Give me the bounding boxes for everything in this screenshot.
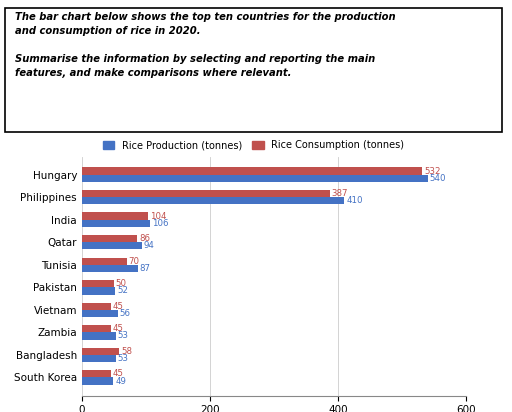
Bar [82,287,115,295]
Bar [82,370,111,377]
Text: 540: 540 [430,174,446,183]
Bar [82,280,114,287]
Text: 70: 70 [129,257,140,266]
Text: 53: 53 [118,354,129,363]
Text: 94: 94 [144,241,155,250]
Text: 50: 50 [116,279,127,288]
Legend: Rice Production (tonnes), Rice Consumption (tonnes): Rice Production (tonnes), Rice Consumpti… [99,136,408,154]
Text: 45: 45 [113,302,123,311]
Bar [82,190,330,197]
Bar [82,197,344,204]
Text: 104: 104 [151,212,167,220]
Text: 532: 532 [424,166,441,176]
Text: 49: 49 [115,377,126,386]
Bar [82,175,428,182]
Text: 52: 52 [117,286,128,295]
Text: 387: 387 [332,189,348,198]
Bar [82,355,116,362]
Text: 106: 106 [152,219,168,228]
Text: 56: 56 [120,309,131,318]
Bar [82,235,137,242]
Bar [82,242,142,249]
Bar [82,325,111,332]
Bar [82,213,148,220]
Text: 410: 410 [346,196,362,205]
Text: 45: 45 [113,369,123,378]
Bar [82,310,118,317]
Text: The bar chart below shows the top ten countries for the production
and consumpti: The bar chart below shows the top ten co… [15,12,396,78]
Bar [82,332,116,339]
Bar [82,265,138,272]
Bar [82,377,113,385]
Bar [82,167,422,175]
Bar [82,303,111,310]
Bar [82,258,127,265]
Text: 58: 58 [121,347,132,356]
Text: 53: 53 [118,332,129,340]
Text: 45: 45 [113,324,123,333]
Text: 87: 87 [139,264,151,273]
Bar [82,220,150,227]
Text: 86: 86 [139,234,150,243]
Bar [82,348,119,355]
